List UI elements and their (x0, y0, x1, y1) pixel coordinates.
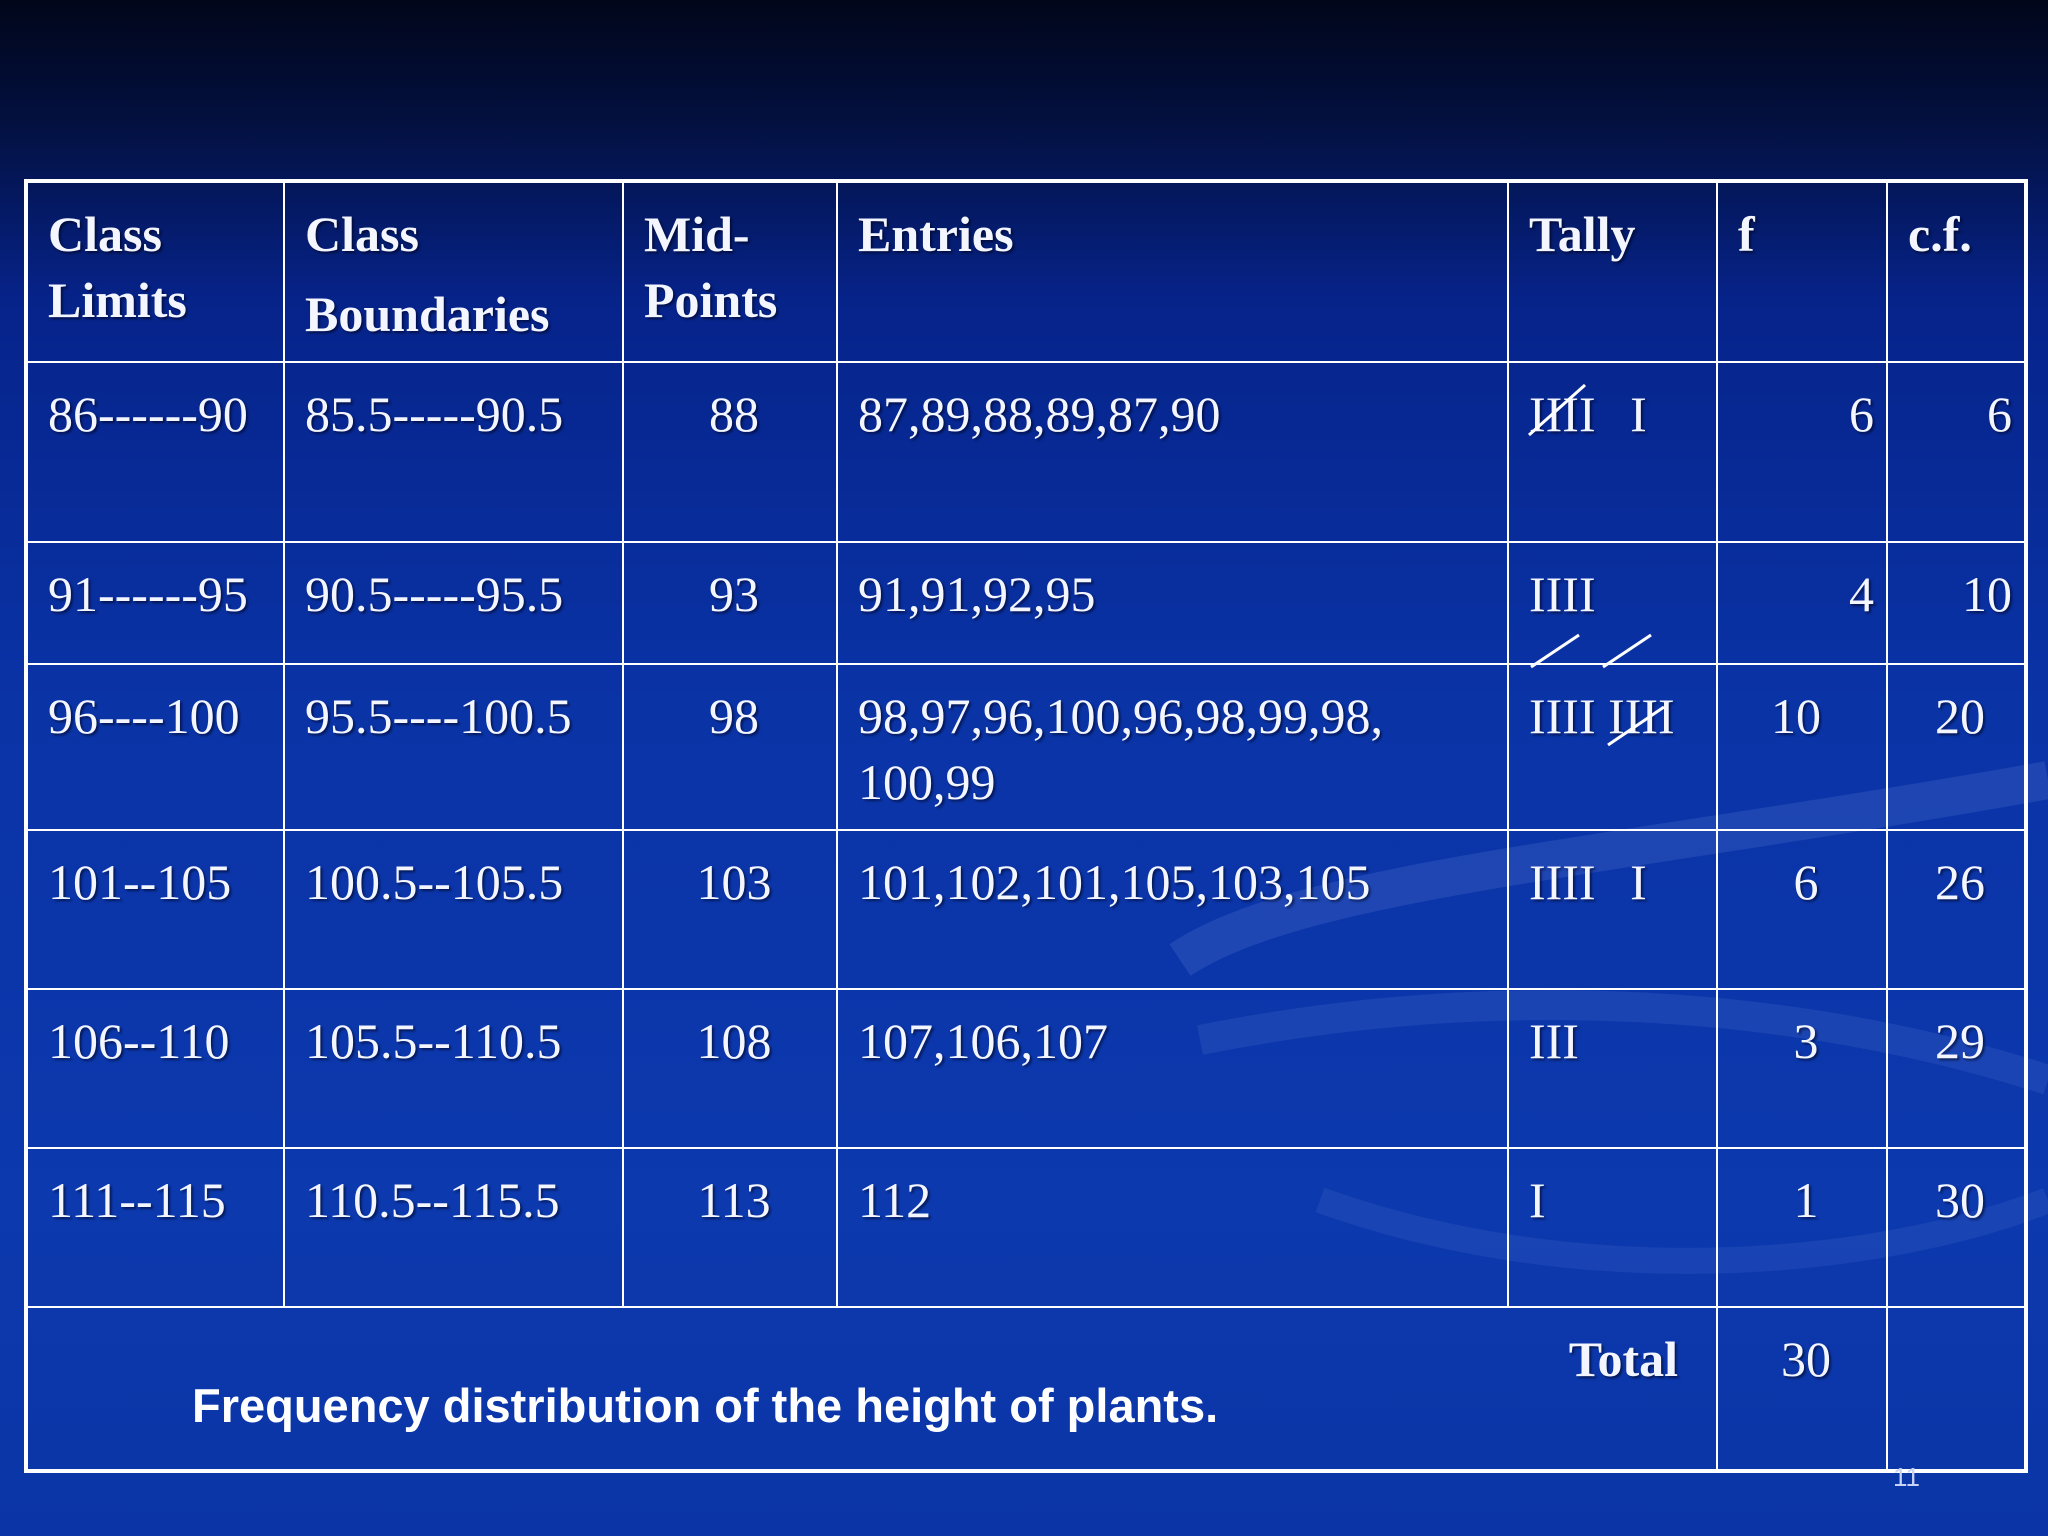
tally-marks: IIII (1608, 688, 1675, 744)
cell-class-boundaries: 105.5--110.5 (283, 988, 624, 1149)
cell-f: 4 (1716, 541, 1888, 665)
cell-f: 6 (1716, 361, 1888, 543)
header-class-limits-line2: Limits (48, 272, 187, 328)
tally-marks: IIII (1529, 688, 1596, 744)
cell-entries: 98,97,96,100,96,98,99,98, 100,99 (836, 663, 1509, 831)
cell-mid-point: 93 (622, 541, 838, 665)
cell-tally: IIII I (1507, 361, 1718, 543)
cell-cf: 20 (1886, 663, 2027, 831)
cell-cf: 26 (1886, 829, 2027, 990)
cell-class-boundaries: 100.5--105.5 (283, 829, 624, 990)
tally-group: IIII (1528, 381, 1596, 447)
header-class-boundaries-line1: Class (305, 206, 419, 262)
tally-group: IIII (1529, 683, 1596, 749)
cell-entries: 101,102,101,105,103,105 (836, 829, 1509, 990)
page-number: 11 (1893, 1462, 1920, 1492)
cell-tally: IIII (1507, 541, 1718, 665)
header-class-limits: Class Limits (25, 180, 285, 363)
cell-entries: 87,89,88,89,87,90 (836, 361, 1509, 543)
cell-class-limits: 106--110 (25, 988, 285, 1149)
total-cf-empty (1886, 1306, 2027, 1472)
cell-f: 1 (1716, 1147, 1888, 1308)
cell-entries: 91,91,92,95 (836, 541, 1509, 665)
cell-class-boundaries: 90.5-----95.5 (283, 541, 624, 665)
header-class-limits-line1: Class (48, 206, 162, 262)
tally-group-second: IIII (1607, 683, 1675, 749)
header-tally: Tally (1507, 180, 1718, 363)
cell-mid-point: 98 (622, 663, 838, 831)
tally-marks: IIII (1529, 854, 1596, 910)
table-row: 91------95 90.5-----95.5 93 91,91,92,95 … (25, 541, 2027, 665)
tally-marks: IIII (1529, 566, 1596, 622)
cell-class-limits: 111--115 (25, 1147, 285, 1308)
tally-marks: I (1529, 1172, 1546, 1228)
tally-extra: I (1630, 854, 1647, 910)
table-total-row: Total 30 (25, 1306, 2027, 1472)
header-mid-points-line1: Mid- (644, 206, 750, 262)
cell-cf: 30 (1886, 1147, 2027, 1308)
header-cf: c.f. (1886, 180, 2027, 363)
cell-class-boundaries: 85.5-----90.5 (283, 361, 624, 543)
cell-tally: IIII IIII (1507, 633, 1718, 831)
header-class-boundaries: Class Boundaries (283, 180, 624, 363)
total-f: 30 (1716, 1306, 1888, 1472)
table-caption: Frequency distribution of the height of … (192, 1379, 1219, 1432)
cell-class-limits: 96----100 (25, 663, 285, 831)
cell-entries: 107,106,107 (836, 988, 1509, 1149)
header-mid-points: Mid- Points (622, 180, 838, 363)
cell-mid-point: 88 (622, 361, 838, 543)
cell-f: 10 (1716, 663, 1888, 831)
table-row: 106--110 105.5--110.5 108 107,106,107 II… (25, 988, 2027, 1149)
total-label: Total (25, 1306, 1718, 1472)
entries-line1: 98,97,96,100,96,98,99,98, (858, 688, 1383, 744)
entries-line2: 100,99 (858, 754, 996, 810)
cell-class-limits: 91------95 (25, 541, 285, 665)
cell-tally: IIII I (1507, 829, 1718, 990)
cell-class-limits: 101--105 (25, 829, 285, 990)
tally-extra: I (1630, 386, 1647, 442)
table-row: 101--105 100.5--105.5 103 101,102,101,10… (25, 829, 2027, 990)
cell-mid-point: 108 (622, 988, 838, 1149)
tally-marks: IIII (1529, 386, 1596, 442)
cell-tally: I (1507, 1147, 1718, 1308)
cell-class-limits: 86------90 (25, 361, 285, 543)
header-class-boundaries-line2: Boundaries (305, 286, 550, 342)
cell-f: 3 (1716, 988, 1888, 1149)
cell-cf: 10 (1886, 541, 2027, 665)
table-row: 86------90 85.5-----90.5 88 87,89,88,89,… (25, 361, 2027, 543)
table-row: 96----100 95.5----100.5 98 98,97,96,100,… (25, 633, 2027, 831)
cell-entries: 112 (836, 1147, 1509, 1308)
cell-cf: 6 (1886, 361, 2027, 543)
header-f: f (1716, 180, 1888, 363)
cell-tally: III (1507, 988, 1718, 1149)
table-header-row: Class Limits Class Boundaries Mid- Point… (25, 180, 2027, 363)
frequency-distribution-table: Class Limits Class Boundaries Mid- Point… (24, 179, 2028, 1473)
cell-class-boundaries: 95.5----100.5 (283, 663, 624, 831)
table-row: 111--115 110.5--115.5 113 112 I 1 30 (25, 1147, 2027, 1308)
cell-class-boundaries: 110.5--115.5 (283, 1147, 624, 1308)
cell-cf: 29 (1886, 988, 2027, 1149)
cell-mid-point: 113 (622, 1147, 838, 1308)
cell-f: 6 (1716, 829, 1888, 990)
header-mid-points-line2: Points (644, 272, 778, 328)
cell-mid-point: 103 (622, 829, 838, 990)
tally-marks: III (1529, 1013, 1579, 1069)
header-entries: Entries (836, 180, 1509, 363)
